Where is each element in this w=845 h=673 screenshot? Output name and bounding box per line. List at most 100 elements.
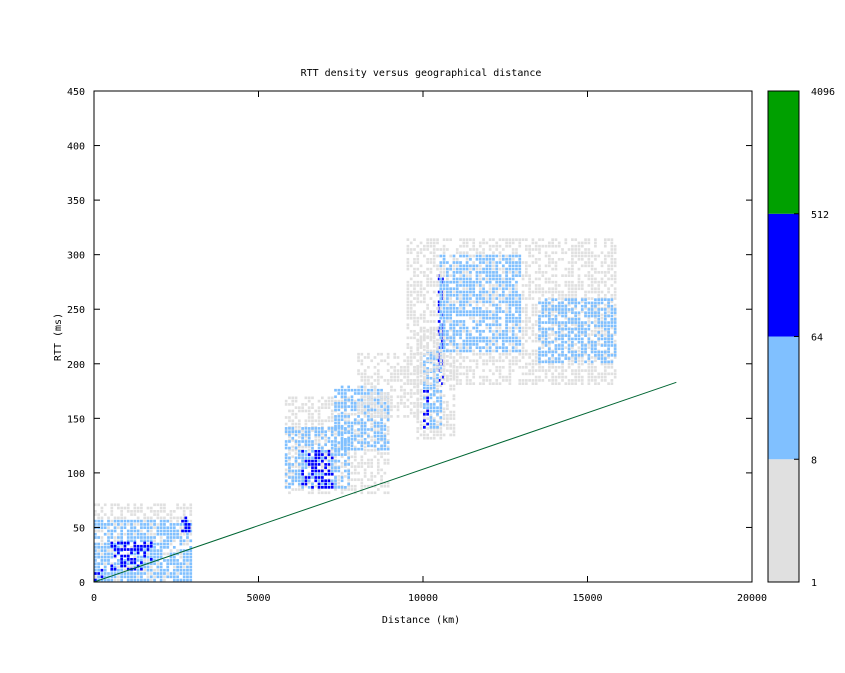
density-cell — [163, 552, 166, 556]
density-cell — [518, 271, 522, 274]
density-cell — [406, 405, 410, 408]
density-cell — [330, 430, 334, 434]
density-cell — [524, 267, 528, 271]
density-cell — [189, 513, 193, 516]
density-cell — [580, 331, 584, 334]
density-cell — [423, 352, 426, 356]
density-cell — [330, 399, 334, 403]
density-cell — [465, 336, 469, 340]
density-cell — [406, 290, 410, 294]
density-cell — [524, 274, 528, 277]
density-cell — [301, 453, 304, 456]
density-cell — [551, 340, 554, 344]
density-cell — [495, 369, 499, 372]
density-cell — [396, 362, 400, 366]
density-cell — [429, 338, 433, 342]
density-cell — [561, 304, 564, 308]
density-cell — [613, 317, 617, 321]
density-cell — [515, 280, 518, 284]
density-cell — [613, 277, 617, 281]
density-cell — [373, 365, 377, 369]
density-cell — [166, 545, 170, 549]
density-cell — [531, 238, 535, 241]
density-cell — [403, 382, 406, 385]
density-cell — [317, 479, 321, 483]
density-cell — [531, 307, 535, 310]
density-cell — [184, 526, 188, 530]
density-cell — [465, 356, 469, 359]
density-cell — [449, 323, 453, 327]
density-cell — [182, 565, 186, 569]
density-cell — [133, 509, 137, 513]
density-cell — [452, 387, 456, 391]
density-cell — [360, 455, 364, 459]
density-cell — [561, 365, 564, 369]
density-cell — [515, 362, 518, 366]
density-cell — [488, 271, 492, 274]
density-cell — [534, 241, 538, 245]
density-cell — [97, 523, 100, 526]
density-cell — [334, 482, 337, 486]
density-cell — [505, 346, 508, 349]
density-cell — [396, 405, 400, 408]
density-cell — [330, 446, 334, 450]
density-cell — [449, 254, 453, 258]
density-cell — [534, 244, 538, 248]
density-cell — [159, 519, 163, 523]
density-cell — [600, 264, 604, 268]
density-cell — [423, 297, 426, 300]
density-cell — [594, 287, 597, 291]
density-cell — [370, 484, 374, 488]
density-cell — [327, 479, 331, 483]
density-cell — [600, 350, 604, 354]
density-cell — [508, 241, 512, 245]
density-cell — [416, 417, 420, 420]
density-cell — [413, 372, 416, 376]
density-cell — [462, 251, 466, 255]
density-cell — [97, 555, 100, 559]
density-cell — [182, 532, 186, 536]
density-cell — [340, 395, 344, 399]
density-cell — [353, 434, 357, 438]
density-cell — [288, 409, 291, 413]
density-cell — [103, 532, 107, 536]
density-cell — [314, 439, 318, 442]
density-cell — [107, 545, 110, 549]
density-cell — [149, 555, 153, 559]
density-cell — [554, 267, 558, 271]
density-cell — [571, 248, 574, 251]
density-cell — [363, 372, 367, 376]
density-cell — [304, 396, 308, 400]
density-cell — [163, 545, 166, 549]
density-cell — [436, 293, 439, 297]
density-cell — [498, 254, 502, 258]
density-cell — [367, 418, 370, 422]
density-cell — [347, 452, 351, 455]
density-cell — [317, 485, 321, 489]
density-cell — [465, 257, 469, 261]
density-cell — [472, 290, 476, 294]
density-cell — [330, 403, 334, 406]
density-cell — [492, 284, 495, 287]
density-cell — [94, 529, 97, 533]
density-cell — [465, 303, 469, 307]
colorbar-tick-label: 64 — [811, 333, 823, 344]
density-cell — [551, 308, 554, 311]
density-cell — [551, 251, 554, 255]
density-cell — [416, 267, 420, 271]
density-cell — [501, 267, 505, 271]
density-cell — [353, 437, 357, 441]
density-cell — [110, 555, 114, 559]
density-cell — [103, 503, 107, 507]
density-cell — [574, 350, 578, 354]
density-cell — [607, 337, 610, 341]
density-cell — [423, 244, 426, 248]
density-cell — [386, 458, 390, 462]
density-cell — [551, 362, 554, 366]
density-cell — [551, 360, 554, 364]
density-cell — [594, 329, 597, 333]
density-cell — [373, 385, 377, 389]
density-cell — [406, 238, 410, 241]
density-cell — [317, 446, 321, 450]
density-cell — [432, 280, 436, 284]
